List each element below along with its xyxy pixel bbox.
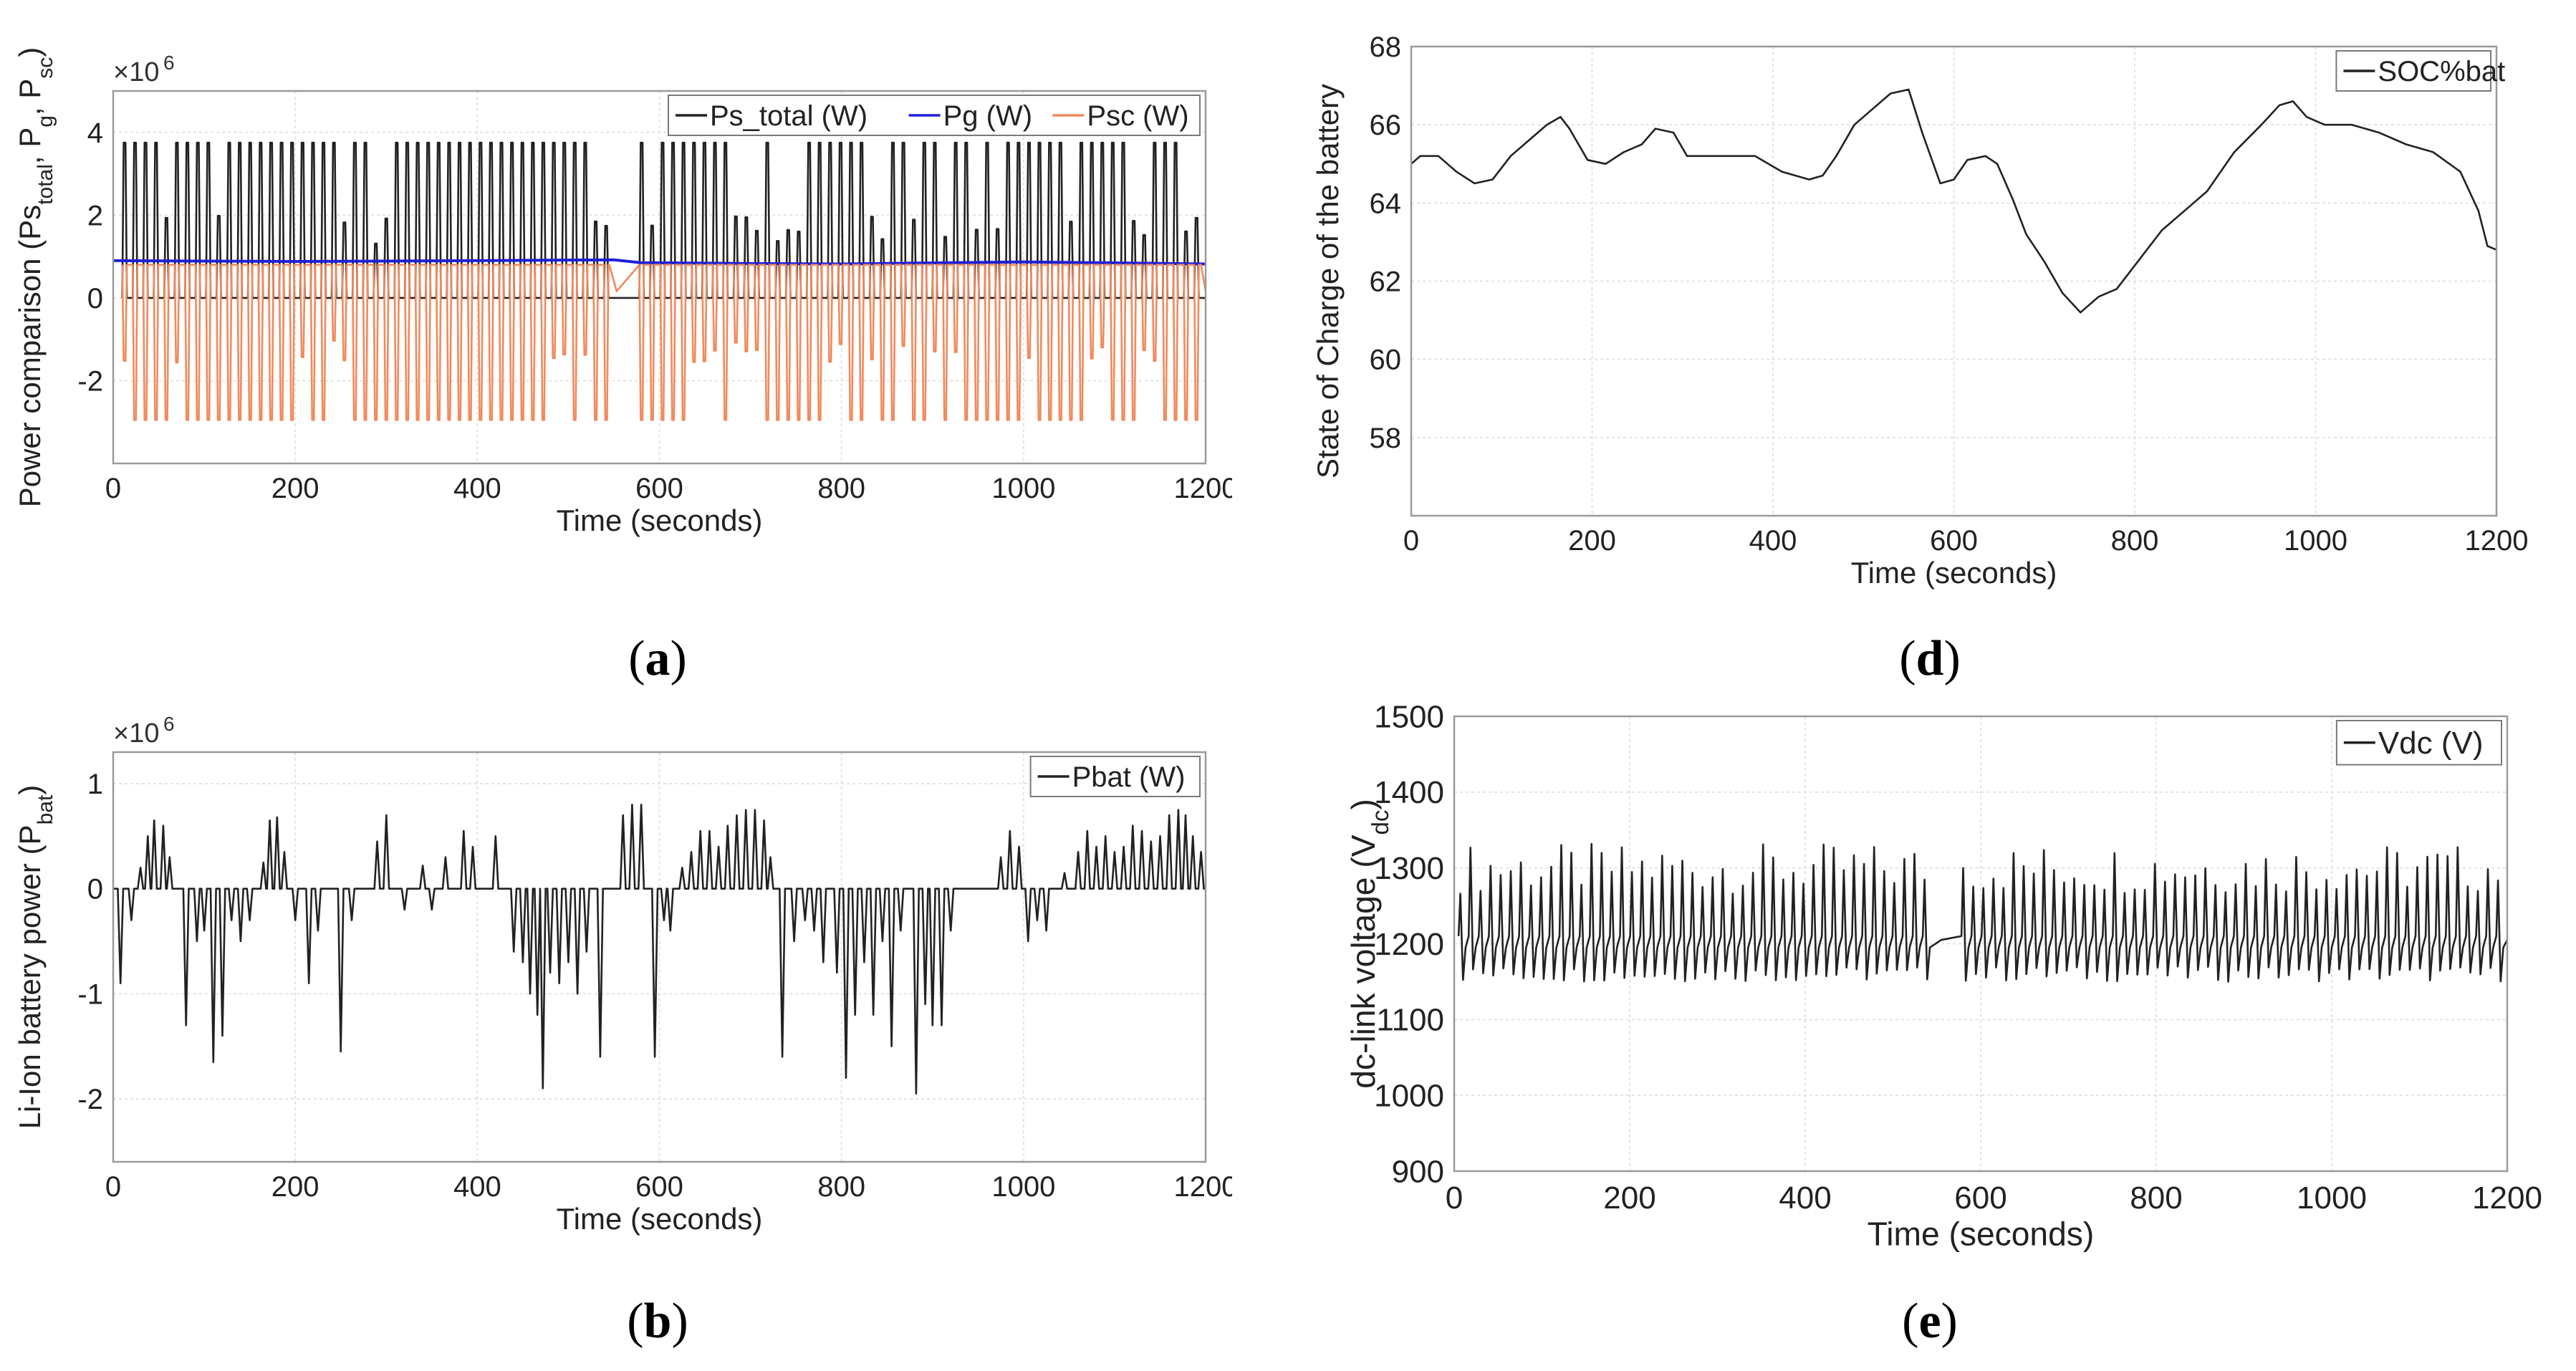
x-tick-label: 600 [635,1171,683,1203]
y-tick-label: 58 [1370,423,1402,454]
series-line [113,804,1206,1095]
caption-d: (d) [1899,631,1961,686]
axes-frame [1410,45,2498,517]
x-tick-label: 400 [1779,1180,1831,1216]
y-axis-label: State of Charge of the battery [1311,84,1345,478]
x-tick-label: 200 [1603,1180,1655,1216]
exponent-power: 6 [163,713,175,735]
y-tick-label: 1500 [1374,702,1444,734]
chart-panel-d: 0 200 400 600 800 1000 1200 58 60 62 64 66 68 Time (s… [1289,0,2572,595]
y-tick-label: 900 [1392,1154,1444,1189]
axes-frame [112,751,1207,1163]
y-axis-label: Power comparison (Pstotal, Pg, Psc) [13,47,57,508]
y-tick-label: 66 [1370,110,1402,141]
legend-label: Vdc (V) [2378,726,2484,761]
x-tick-label: 400 [453,1171,501,1203]
series-line [121,264,1207,421]
y-tick-label: 1200 [1374,927,1444,962]
x-tick-label: 200 [1568,525,1616,557]
x-tick-label: 1000 [991,1171,1055,1203]
y-tick-label: 0 [87,283,103,314]
legend-label: SOC%bat [2378,56,2505,87]
x-tick-label: 400 [1749,525,1797,557]
x-tick-label: 800 [2130,1180,2182,1216]
legend-label: Pg (W) [943,100,1032,132]
series-line [112,258,1206,266]
series-line [1457,842,2509,983]
x-tick-label: 800 [817,473,865,504]
x-tick-label: 600 [1954,1180,2007,1216]
x-tick-label: 0 [1403,525,1419,557]
plot-area [113,752,1206,1162]
y-tick-label: 1300 [1374,851,1444,886]
y-tick-label: 2 [87,200,103,231]
y-axis-label: Li-Ion battery power (Pbat) [13,785,57,1130]
y-tick-label: 1100 [1376,1003,1444,1038]
chart-b: 0 200 400 600 800 1000 1200 -2 -1 0 1 ×10 6 Time (sec… [13,713,1237,1236]
y-tick-label: 4 [87,117,103,149]
exponent-label: ×10 [113,718,159,749]
chart-panel-e: 0 200 400 600 800 1000 1200 900 1000 1100 1200 1300… [1289,699,2572,1275]
y-tick-label: 68 [1370,32,1402,63]
legend-label: Pbat (W) [1072,761,1186,793]
chart-d: 0 200 400 600 800 1000 1200 58 60 62 64 66 68 Time (s… [1311,32,2529,590]
x-tick-label: 1000 [2297,1180,2367,1216]
caption-b: (b) [627,1294,688,1349]
x-tick-label: 1200 [2465,525,2529,557]
y-tick-label: 1 [87,769,103,800]
x-tick-label: 200 [271,473,319,504]
x-tick-label: 400 [453,473,501,504]
x-tick-label: 800 [817,1171,865,1203]
x-tick-label: 1000 [2284,525,2347,557]
y-axis-label: dc-link voltage (Vdc) [1345,799,1393,1089]
caption-e: (e) [1902,1294,1958,1349]
series-line [121,141,1206,299]
x-tick-label: 1200 [1174,473,1232,504]
exponent-label: ×10 [113,57,159,87]
series-line [1410,88,2497,314]
y-tick-label: 62 [1370,266,1402,298]
x-tick-label: 600 [635,473,683,504]
y-tick-label: 1000 [1374,1079,1444,1114]
y-tick-label: 0 [87,874,103,905]
chart-a: 0 200 400 600 800 1000 1200 -2 0 2 4 ×10 6 Time (seco… [13,47,1237,537]
x-axis-label: Time (seconds) [1868,1215,2095,1252]
axes-frame [1453,715,2509,1173]
legend-label: Ps_total (W) [710,100,868,132]
y-tick-label: -2 [77,1084,103,1115]
y-tick-label: 60 [1370,345,1402,376]
x-tick-label: 200 [271,1171,319,1203]
x-axis-label: Time (seconds) [557,1202,763,1236]
x-tick-label: 600 [1930,525,1978,557]
chart-e: 0 200 400 600 800 1000 1200 900 1000 1100 1200 1300… [1345,699,2542,1252]
chart-panel-b: 0 200 400 600 800 1000 1200 -2 -1 0 1 ×10 6 Time (sec… [0,702,1237,1275]
x-axis-label: Time (seconds) [557,504,763,537]
x-tick-label: 800 [2111,525,2159,557]
x-tick-label: 1200 [2472,1180,2542,1216]
x-tick-label: 1200 [1174,1171,1232,1203]
y-tick-label: 1400 [1374,775,1444,810]
axes-frame [112,90,1207,465]
chart-panel-a: 0 200 400 600 800 1000 1200 -2 0 2 4 ×10 6 Time (seco… [0,0,1237,595]
x-tick-label: 1000 [991,473,1055,504]
x-tick-label: 0 [105,1171,121,1203]
x-tick-label: 0 [105,473,121,504]
y-tick-label: 64 [1370,188,1402,219]
x-tick-label: 0 [1446,1180,1463,1216]
caption-a: (a) [628,631,687,686]
y-tick-label: -2 [77,365,103,397]
exponent-power: 6 [163,52,175,74]
x-axis-label: Time (seconds) [1851,556,2057,590]
y-tick-label: -1 [77,978,103,1010]
legend-label: Psc (W) [1087,100,1188,132]
